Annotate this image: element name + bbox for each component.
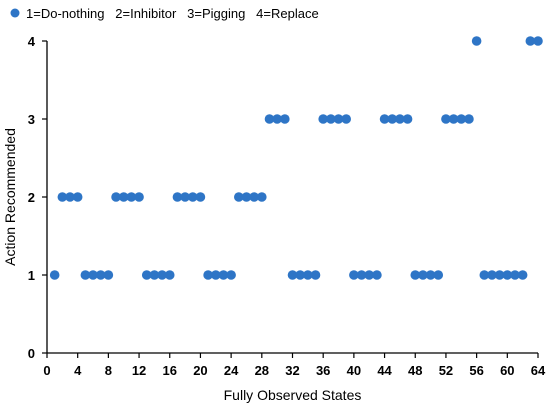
x-tick-label: 8 [105, 363, 112, 378]
x-ticks: 0 4 8 12 16 20 24 28 32 36 40 44 48 52 56 60 64 [43, 353, 546, 378]
data-point [264, 114, 275, 124]
data-point [395, 114, 405, 124]
data-point [456, 114, 467, 124]
data-point [233, 192, 244, 202]
x-axis-label: Fully Observed States [224, 387, 362, 403]
data-point [172, 192, 183, 202]
x-tick-label: 12 [132, 363, 146, 378]
data-point [410, 270, 421, 280]
legend-text: 1=Do-nothing 2=Inhibitor 3=Pigging 4=Rep… [26, 6, 319, 21]
data-point [425, 270, 436, 280]
data-point [502, 270, 513, 280]
x-tick-label: 60 [500, 363, 514, 378]
data-point [272, 114, 282, 124]
data-point [226, 270, 236, 280]
y-tick-label: 3 [28, 112, 35, 127]
x-tick-label: 52 [439, 363, 453, 378]
data-point [448, 114, 459, 124]
x-tick-label: 28 [255, 363, 269, 378]
data-points [49, 36, 543, 280]
x-tick-label: 40 [347, 363, 361, 378]
y-axis-label: Action Recommended [2, 128, 18, 266]
data-point [510, 270, 520, 280]
data-point [310, 270, 321, 280]
x-tick-label: 48 [408, 363, 422, 378]
x-tick-label: 56 [469, 363, 483, 378]
data-point [134, 192, 144, 202]
x-tick-label: 64 [531, 363, 546, 378]
data-point [80, 270, 91, 280]
data-point [364, 270, 375, 280]
y-ticks: 0 1 2 3 4 [28, 34, 47, 361]
y-tick-label: 0 [28, 346, 35, 361]
data-point [464, 114, 474, 124]
data-point [533, 36, 543, 46]
data-point [203, 270, 213, 280]
data-point [118, 192, 129, 202]
data-point [88, 270, 98, 280]
data-point [487, 270, 497, 280]
data-point [111, 192, 121, 202]
data-point [210, 270, 221, 280]
data-point [494, 270, 505, 280]
data-point [72, 192, 83, 202]
data-point [164, 270, 175, 280]
data-point [241, 192, 252, 202]
data-point [295, 270, 305, 280]
x-tick-label: 36 [316, 363, 330, 378]
data-point [441, 114, 451, 124]
data-point [525, 36, 536, 46]
data-point [318, 114, 328, 124]
x-tick-label: 32 [285, 363, 299, 378]
data-point [149, 270, 160, 280]
data-point [65, 192, 75, 202]
data-point [195, 192, 206, 202]
y-tick-label: 1 [28, 268, 35, 283]
data-point [126, 192, 137, 202]
data-point [356, 270, 367, 280]
data-point [95, 270, 106, 280]
data-point [141, 270, 152, 280]
x-tick-label: 44 [377, 363, 392, 378]
legend: 1=Do-nothing 2=Inhibitor 3=Pigging 4=Rep… [10, 6, 319, 21]
data-point [57, 192, 68, 202]
data-point [379, 114, 390, 124]
x-tick-label: 4 [74, 363, 82, 378]
data-point [326, 114, 336, 124]
x-tick-label: 20 [193, 363, 207, 378]
data-point [349, 270, 359, 280]
x-tick-label: 24 [224, 363, 239, 378]
data-point [218, 270, 229, 280]
data-point [333, 114, 344, 124]
data-point [372, 270, 382, 280]
data-point [49, 270, 60, 280]
data-point [471, 36, 482, 46]
y-tick-label: 4 [28, 34, 36, 49]
legend-marker [10, 8, 20, 18]
data-point [187, 192, 198, 202]
data-point [249, 192, 259, 202]
data-point [287, 270, 298, 280]
x-tick-label: 16 [163, 363, 177, 378]
data-point [517, 270, 528, 280]
data-point [341, 114, 352, 124]
x-tick-label: 0 [43, 363, 50, 378]
y-tick-label: 2 [28, 190, 35, 205]
data-point [433, 270, 444, 280]
data-point [387, 114, 398, 124]
data-point [257, 192, 267, 202]
data-point [402, 114, 413, 124]
data-point [103, 270, 114, 280]
data-point [418, 270, 428, 280]
data-point [479, 270, 490, 280]
data-point [157, 270, 167, 280]
data-point [180, 192, 190, 202]
data-point [303, 270, 313, 280]
data-point [280, 114, 290, 124]
